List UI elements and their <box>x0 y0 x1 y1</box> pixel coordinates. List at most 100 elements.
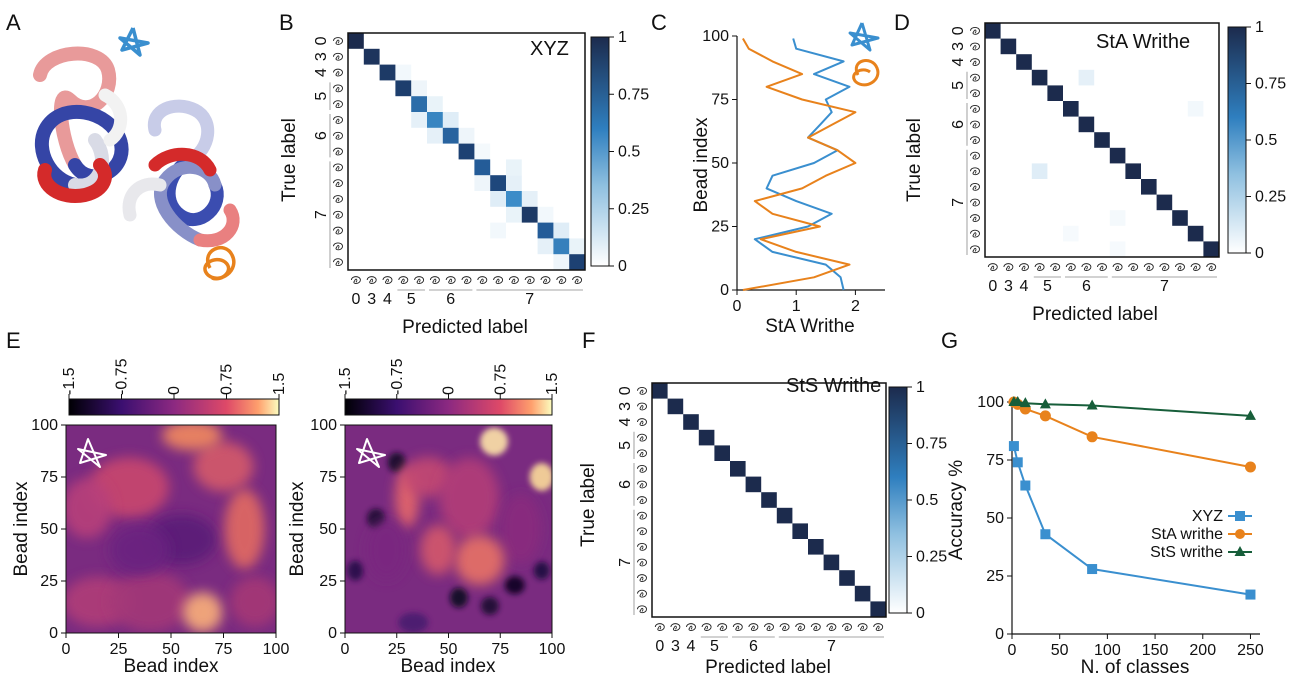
y-tick-label-2: 50 <box>711 155 729 172</box>
e2-map-feature-16 <box>420 524 457 575</box>
matrix-cell-diag-1 <box>1000 38 1017 55</box>
y-tick-glyph-0 <box>970 26 980 35</box>
matrix-cell-off-18 <box>537 206 554 223</box>
e2-colorbar-label-1: -0.75 <box>389 358 406 395</box>
matrix-cell-diag-4 <box>411 96 427 112</box>
colorbar-label-0: 1 <box>916 379 925 396</box>
x-tick-label-1: 1 <box>792 298 801 315</box>
panel-e1-xlabel: Bead index <box>123 656 219 677</box>
matrix-cell-diag-13 <box>854 585 871 602</box>
writhe-profile-plot: 0 25 50 75 100 0 1 2 <box>702 28 885 315</box>
matrix-cell-off-15 <box>569 238 585 255</box>
x-tick-glyph-13 <box>857 623 868 631</box>
matrix-cell-diag-13 <box>553 238 570 255</box>
matrix-cell-diag-11 <box>823 554 840 571</box>
e1-map-features <box>66 425 276 633</box>
y-tick-label-3: 75 <box>711 92 729 109</box>
matrix-cell-off-13 <box>395 64 412 81</box>
e2-map-feature-0 <box>480 427 509 456</box>
x-tick-label-2: 100 <box>1094 642 1121 659</box>
matrix-frame <box>347 32 586 271</box>
x-tick-glyph-14 <box>1206 263 1217 271</box>
legend-marker-2 <box>1234 546 1246 556</box>
x-tick-glyph-14 <box>572 276 583 284</box>
x-tick-glyph-7 <box>1097 263 1107 271</box>
x-tick-glyph-9 <box>493 276 504 284</box>
series-0-point-0 <box>1008 441 1019 452</box>
y-tick-glyph-7 <box>637 496 647 504</box>
colorbar-label-1: 0.75 <box>1255 76 1286 93</box>
panel-label-c: C <box>651 10 667 35</box>
matrix-cell-diag-10 <box>1141 179 1157 195</box>
matrix-cell-diag-4 <box>1047 85 1063 101</box>
panel-b-title: XYZ <box>530 38 569 60</box>
e2-colorbar-label-2: 0 <box>441 386 458 395</box>
e2-map-feature-4 <box>347 560 364 581</box>
e2-x-tick-label-0: 0 <box>341 641 350 658</box>
e2-map-feature-11 <box>439 457 500 538</box>
matrix-cell-diag-3 <box>1031 69 1048 86</box>
y-tick-glyph-6 <box>970 120 980 129</box>
x-tick-glyph-13 <box>556 276 567 284</box>
e1-colorbar <box>68 398 280 416</box>
y-group-label-0: 0 <box>617 386 634 395</box>
y-tick-glyph-7 <box>970 136 980 144</box>
y-tick-glyph-0 <box>333 37 343 45</box>
x-group-label-5: 5 <box>1043 278 1052 295</box>
x-tick-glyph-4 <box>717 623 728 631</box>
x-tick-glyph-10 <box>810 623 821 631</box>
e2-colorbar-label-3: 0.75 <box>492 364 509 395</box>
y-tick-glyph-2 <box>333 68 343 77</box>
x-tick-label-3: 150 <box>1142 642 1169 659</box>
x-tick-glyph-11 <box>1159 263 1170 271</box>
colorbar <box>1227 26 1247 254</box>
colorbar-label-4: 0 <box>916 605 925 622</box>
y-tick-label-3: 75 <box>986 452 1004 469</box>
panel-f-title: StS Writhe <box>786 375 881 397</box>
e1-colorbar-label-4: 1.5 <box>271 373 288 395</box>
x-group-label-7: 7 <box>827 638 836 655</box>
series-2-point-5 <box>1244 409 1256 420</box>
matrix-cell-diag-11 <box>1156 194 1173 211</box>
e2-map-feature-15 <box>398 612 429 633</box>
matrix-frame <box>651 382 887 618</box>
e2-y-tick-label-3: 75 <box>319 469 337 486</box>
x-tick-glyph-12 <box>1175 263 1185 271</box>
panel-f-xlabel: Predicted label <box>705 657 831 678</box>
y-tick-label-2: 50 <box>986 510 1004 527</box>
x-tick-label-4: 200 <box>1189 642 1216 659</box>
e2-map-features <box>347 427 552 633</box>
y-group-label-3: 3 <box>617 402 634 411</box>
x-tick-glyph-1 <box>366 276 377 284</box>
e2-y-tick-label-1: 25 <box>319 573 337 590</box>
colorbar-label-1: 0.75 <box>618 86 649 103</box>
matrix-cell-off-0 <box>1078 69 1095 86</box>
y-tick-glyph-3 <box>637 433 647 442</box>
e2-map-feature-13 <box>366 519 407 580</box>
matrix-cell-diag-8 <box>474 159 491 176</box>
colorbar-label-2: 0.5 <box>618 144 640 161</box>
e1-colorbar-label-0: -1.5 <box>61 367 78 395</box>
panel-e2-ylabel: Bead index <box>287 481 308 577</box>
matrix-cell-diag-12 <box>839 570 855 586</box>
x-group-label-3: 3 <box>1004 278 1013 295</box>
matrix-cell-off-14 <box>474 175 491 191</box>
colorbar-label-3: 0.25 <box>1255 189 1286 206</box>
matrix-cell-diag-11 <box>521 206 538 223</box>
y-group-label-5: 5 <box>313 92 330 101</box>
y-tick-glyph-11 <box>970 198 980 207</box>
e1-colorbar-label-1: -0.75 <box>114 358 131 395</box>
y-tick-label-1: 25 <box>711 219 729 236</box>
y-tick-label-1: 25 <box>986 568 1004 585</box>
y-group-label-3: 3 <box>950 42 967 51</box>
y-group-label-6: 6 <box>313 131 330 140</box>
series-0-point-4 <box>1087 564 1098 575</box>
matrix-cell-diag-1 <box>667 398 684 415</box>
y-tick-glyph-2 <box>970 58 980 66</box>
e2-x-tick-label-1: 25 <box>388 641 406 658</box>
colorbar-label-0: 1 <box>618 29 627 46</box>
y-tick-glyph-5 <box>637 464 647 473</box>
